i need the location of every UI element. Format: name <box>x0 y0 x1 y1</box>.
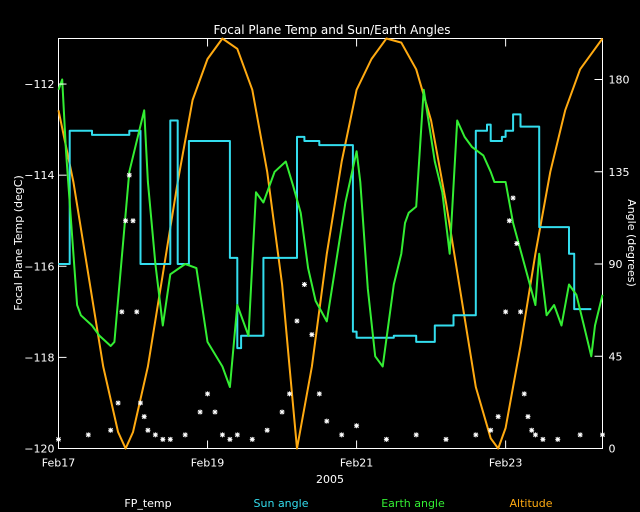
fp-temp-point-32 <box>354 423 360 429</box>
fp-temp-point-28 <box>309 332 315 338</box>
fp-temp-point-30 <box>324 418 330 424</box>
fp-temp-point-36 <box>473 432 479 438</box>
altitude-series <box>57 37 604 450</box>
fp-temp-point-5 <box>123 218 129 224</box>
altitude-line <box>57 37 604 450</box>
fp-temp-point-4 <box>119 309 125 315</box>
fp-temp-point-22 <box>249 436 255 442</box>
fp-temp-point-1 <box>85 432 91 438</box>
y-axis-label-left: Focal Plane Temp (degC) <box>12 175 25 310</box>
y-left-tick-label-1: −118 <box>24 351 54 364</box>
fp-temp-point-25 <box>287 391 293 397</box>
fp-temp-point-24 <box>279 409 285 415</box>
fp-temp-point-23 <box>264 427 270 433</box>
plot-frame <box>58 38 603 449</box>
fp-temp-point-49 <box>555 436 561 442</box>
y-right-tick-label-1: 45 <box>609 350 623 363</box>
y-left-tick-label-4: −112 <box>24 78 54 91</box>
fp-temp-point-45 <box>525 414 531 420</box>
fp-temp-point-19 <box>219 432 225 438</box>
fp-temp-point-20 <box>227 436 233 442</box>
fp-temp-point-27 <box>301 282 307 287</box>
y-left-tick-label-3: −114 <box>24 169 54 182</box>
fp-temp-point-10 <box>141 414 147 420</box>
fp-temp-point-0 <box>56 436 61 442</box>
fp-temp-point-31 <box>339 432 345 438</box>
fp-temp-point-34 <box>413 432 419 438</box>
sun-angle-series <box>58 113 592 350</box>
x-tick-label-3: Feb23 <box>489 457 522 470</box>
legend-sun-angle: Sun angle <box>254 497 309 510</box>
fp-temp-point-46 <box>529 427 535 433</box>
legend-fp-temp: FP_temp <box>124 497 171 510</box>
y-axis-label-right: Angle (degrees) <box>625 199 638 287</box>
y-left-tick-label-0: −120 <box>24 443 54 456</box>
earth-angle-series <box>57 78 604 388</box>
fp-temp-point-39 <box>503 309 509 315</box>
fp-temp-point-29 <box>316 391 322 397</box>
sun-angle-line <box>58 113 592 350</box>
x-axis-label: 2005 <box>316 473 344 486</box>
fp-temp-point-16 <box>197 409 203 415</box>
fp-temp-point-38 <box>495 414 501 420</box>
fp-temp-point-26 <box>294 318 300 324</box>
legend: FP_temp Sun angle Earth angle Altitude <box>124 497 552 510</box>
fp-temp-point-33 <box>383 436 389 442</box>
fp-temp-point-18 <box>212 409 218 415</box>
legend-altitude: Altitude <box>510 497 553 510</box>
fp-temp-point-48 <box>540 436 546 442</box>
fp-temp-point-3 <box>115 400 121 406</box>
fp-temp-point-43 <box>518 309 524 315</box>
fp-temp-point-51 <box>600 432 605 438</box>
fp-temp-point-21 <box>234 432 240 438</box>
y-right-tick-label-2: 90 <box>609 258 623 271</box>
fp-temp-point-42 <box>514 241 520 246</box>
y-left-tick-label-2: −116 <box>24 260 54 273</box>
fp-temp-point-47 <box>532 432 538 438</box>
fp-temp-point-2 <box>108 427 114 433</box>
fp-temp-point-17 <box>205 391 211 397</box>
fp-temp-point-7 <box>130 218 136 224</box>
fp-temp-point-13 <box>160 436 166 442</box>
y-right-tick-label-0: 0 <box>609 443 616 456</box>
fp-temp-point-14 <box>167 436 173 442</box>
fp-temp-point-12 <box>152 432 158 438</box>
x-tick-label-2: Feb21 <box>340 457 373 470</box>
earth-angle-line <box>57 78 604 388</box>
fp-temp-point-6 <box>126 172 132 178</box>
fp-temp-point-15 <box>182 432 188 438</box>
y-right-tick-label-3: 135 <box>609 166 630 179</box>
fp-temp-point-50 <box>577 432 583 438</box>
fp-temp-point-11 <box>145 427 151 433</box>
fp-temp-point-9 <box>137 400 143 406</box>
y-right-tick-label-4: 180 <box>609 74 630 87</box>
x-tick-label-1: Feb19 <box>191 457 224 470</box>
x-tick-label-0: Feb17 <box>42 457 75 470</box>
fp-temp-point-37 <box>488 427 494 433</box>
fp-temp-point-8 <box>134 309 140 315</box>
fp-temp-point-35 <box>443 436 449 442</box>
fp-temp-series <box>56 172 605 442</box>
fp-temp-point-40 <box>506 218 512 224</box>
fp-temp-point-41 <box>510 195 516 201</box>
legend-earth-angle: Earth angle <box>381 497 445 510</box>
chart-title: Focal Plane Temp and Sun/Earth Angles <box>213 23 450 37</box>
axes: Feb17 Feb19 Feb21 Feb23 −120 −118 −116 −114 −112… <box>24 38 630 470</box>
fp-temp-point-44 <box>521 391 527 397</box>
